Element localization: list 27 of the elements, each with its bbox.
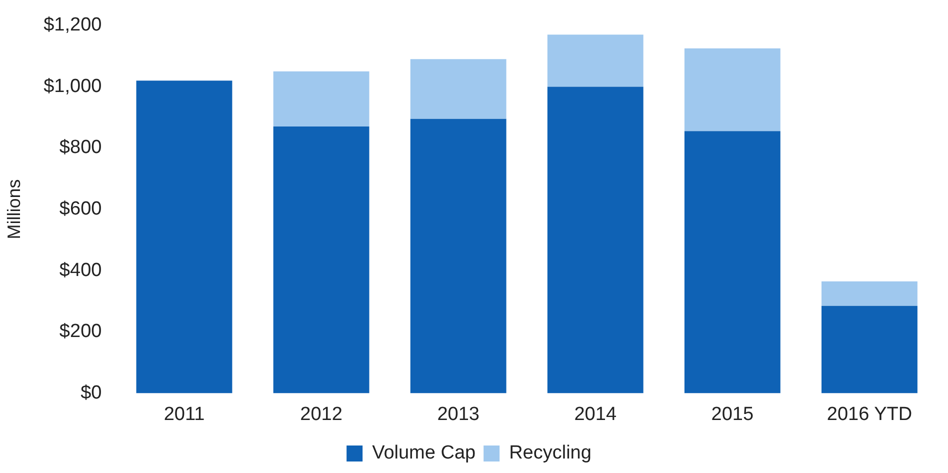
y-tick-label: $1,200 [44, 14, 102, 36]
y-tick-label: $400 [59, 260, 102, 281]
bar [547, 86, 644, 394]
x-tick-label: 2014 [574, 404, 617, 425]
y-axis-title: Millions [4, 179, 24, 240]
x-tick-label: 2013 [437, 404, 480, 425]
x-tick-label: 2015 [711, 404, 754, 425]
bar [822, 306, 918, 394]
y-tick-label: $0 [80, 382, 102, 404]
bar [684, 131, 780, 394]
bar [273, 71, 370, 127]
x-tick-label: 2016 YTD [826, 404, 912, 425]
bar [410, 118, 506, 394]
legend-label: Volume Cap [372, 442, 476, 464]
bar [684, 48, 780, 132]
bar [136, 80, 232, 394]
bar [410, 59, 506, 119]
x-tick-label: 2012 [300, 404, 342, 425]
legend-label: Recycling [509, 442, 592, 464]
bar [822, 281, 918, 306]
y-tick-label: $1,000 [44, 76, 102, 97]
x-tick-label: 2011 [164, 404, 205, 425]
bar [273, 126, 370, 394]
y-tick-label: $200 [59, 321, 102, 342]
bar [547, 34, 644, 87]
y-tick-label: $800 [59, 137, 102, 158]
y-tick-label: $600 [59, 198, 102, 220]
